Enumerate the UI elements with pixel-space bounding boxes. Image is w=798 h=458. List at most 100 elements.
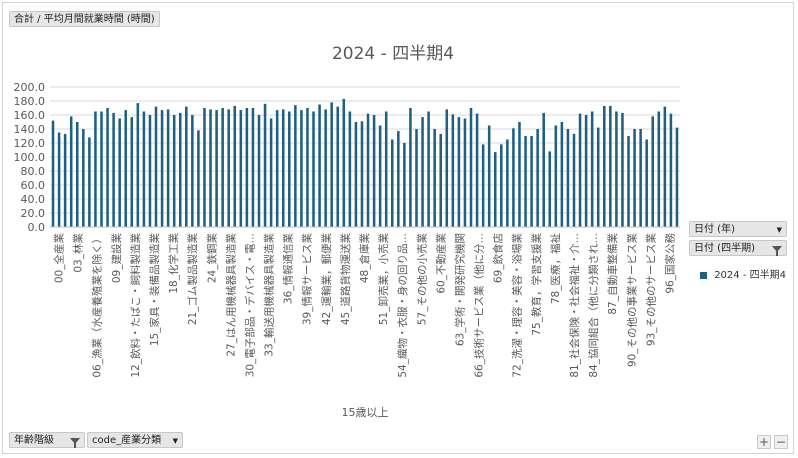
bar [675,127,679,227]
bar [639,129,642,227]
x-tick-label: 93_その他のサービス業 [644,233,657,347]
bar [233,105,237,227]
bar [506,139,509,227]
axis-field-age-button[interactable]: 年齢階級 [9,432,85,448]
bar [536,129,539,227]
bar [245,108,249,227]
bar [487,125,491,227]
bar [572,133,576,227]
bar [554,125,558,227]
bar [621,112,624,227]
bar [75,122,79,227]
bar [185,106,188,227]
bar [615,111,618,227]
filter-funnel-icon [772,246,782,256]
bar [590,111,594,227]
bar [390,139,394,227]
bar [669,113,673,227]
bar [263,103,267,227]
bar [172,115,176,227]
bar [433,129,436,227]
filter-year-button[interactable]: 日付 (年) ▼ [689,221,787,237]
bar [324,109,327,227]
y-tick-label: 120.0 [14,137,46,150]
legend: 2024 - 四半期4 [700,266,786,281]
x-tick-label: 81_社会保険・社会福祉・介… [568,233,581,378]
y-tick-label: 0.0 [28,221,46,234]
bar [627,136,630,227]
filter-funnel-icon [70,438,80,448]
x-tick-label: 45_道路貨物運送業 [339,233,352,326]
bar [215,110,218,227]
bar [269,118,273,227]
bar [203,108,206,227]
bar [463,118,467,227]
bar [51,120,55,227]
zoom-out-button[interactable]: − [774,435,788,449]
x-tick-label: 90_その他の事業サービス業 [625,233,638,368]
bar [336,106,340,227]
bar [578,113,582,227]
x-tick-label: 51_卸売業，小売業 [377,233,390,326]
bar [118,118,121,227]
bar [69,116,73,227]
bar [384,111,388,227]
axis-field-industry-button[interactable]: code_産業分類 ▼ [87,432,183,448]
bar [354,122,358,227]
x-tick-label: 30_電子部品・デバイス・電… [243,233,256,377]
bar [82,129,85,227]
bar [112,112,115,227]
y-tick-label: 20.0 [21,207,46,220]
y-tick-label: 140.0 [14,123,46,136]
bar [360,121,364,227]
bar [294,105,297,227]
x-tick-label: 36_情報通信業 [282,233,295,305]
bar [100,111,103,227]
bar [512,128,515,227]
bar [560,122,564,227]
bar [166,109,170,227]
x-tick-label: 21_ゴム製品製造業 [186,233,199,326]
bar [596,127,600,227]
bar [221,108,224,227]
x-tick-label: 75_教育，学習支援業 [530,233,543,336]
bar [209,109,212,227]
bar [663,106,667,227]
bar [493,152,497,227]
bar [288,111,291,227]
axis-field-age-label: 年齢階級 [14,435,54,446]
bar [524,136,527,227]
x-tick-label: 06_漁業（水産養殖業を除く） [91,233,104,378]
bar [94,111,97,227]
bar [609,105,612,227]
bar [197,130,200,227]
bar [481,144,485,227]
y-tick-label: 60.0 [21,179,46,192]
zoom-in-button[interactable]: + [757,435,771,449]
filter-quarter-button[interactable]: 日付 (四半期) [689,240,787,256]
bar [130,117,134,227]
bar [378,125,382,227]
x-tick-label: 03_林業 [72,233,85,273]
bar [372,115,376,227]
x-tick-label: 78_医療，福祉 [549,233,562,305]
legend-swatch [700,271,707,279]
bar [457,117,461,227]
bar [124,110,127,227]
bar [342,98,346,228]
bar [645,139,648,227]
y-tick-label: 80.0 [21,165,46,178]
bar [142,111,146,227]
axis-field-industry-label: code_産業分類 [92,435,162,446]
pivot-chart-frame: 合計 / 平均月間就業時間 (時間) 2024 - 四半期4 0.0 20.0 40… [2,2,794,454]
x-tick-label: 87_自動車整備業 [606,233,619,315]
dropdown-arrow-icon: ▼ [776,226,782,234]
x-tick-label: 57_その他の小売業 [415,233,428,326]
y-tick-label: 160.0 [14,109,46,122]
x-tick-label: 24_鉄鋼業 [205,233,218,284]
bar [421,117,424,227]
bar [397,131,400,227]
x-tick-label: 33_輸送用機械器具製造業 [263,233,276,357]
bar [160,110,164,227]
value-field-button[interactable]: 合計 / 平均月間就業時間 (時間) [9,11,160,27]
